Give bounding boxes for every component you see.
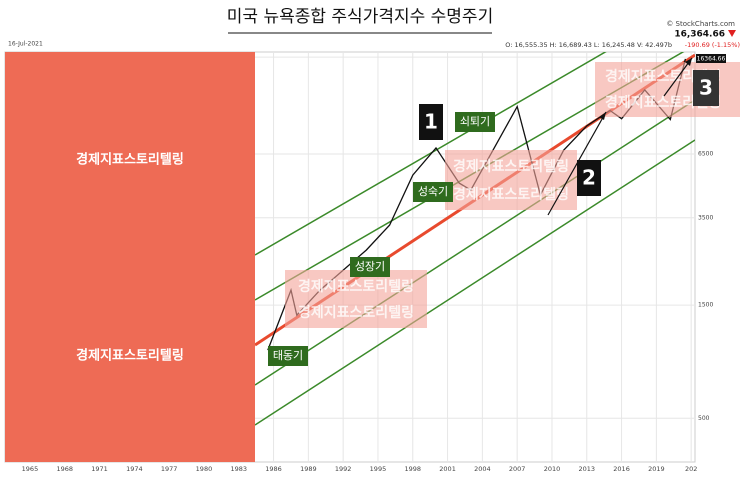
change: -190.69 (-1.15%)	[685, 41, 740, 49]
ohlc: O: 16,555.35 H: 16,689.43 L: 16,245.48 V…	[505, 41, 672, 49]
x-tick-label: 1995	[370, 465, 387, 473]
marker-box	[577, 160, 601, 196]
x-tick-label: 1977	[161, 465, 178, 473]
arrow-head	[599, 112, 606, 120]
x-tick-label: 202	[685, 465, 697, 473]
phase-box	[413, 182, 453, 202]
watermark: 경제지표스토리텔링	[76, 348, 184, 364]
x-tick-label: 2007	[509, 465, 526, 473]
y-tick-label: 500	[698, 415, 710, 422]
y-tick-label: 6500	[698, 151, 713, 158]
phase-box	[350, 257, 390, 277]
x-tick-label: 2001	[439, 465, 456, 473]
phase-box	[455, 112, 495, 132]
watermark: 경제지표스토리텔링	[605, 94, 721, 111]
x-tick-label: 1974	[126, 465, 143, 473]
watermark: 경제지표스토리텔링	[298, 278, 414, 295]
marker: 3	[699, 76, 713, 100]
phase-label: 쇠퇴기	[460, 115, 490, 128]
channel-line	[255, 99, 695, 386]
chart-title: 미국 뉴욕종합 주식가격지수 수명주기	[227, 7, 493, 27]
x-tick-label: 1983	[230, 465, 247, 473]
down-arrow	[728, 30, 736, 37]
y-tick-label: 1500	[698, 302, 713, 309]
source: © StockCharts.com	[666, 20, 735, 28]
price-tag-label: 16364.66	[697, 56, 726, 63]
watermark: 경제지표스토리텔링	[298, 304, 414, 321]
watermark: 경제지표스토리텔링	[453, 158, 569, 175]
x-tick-label: 1968	[56, 465, 73, 473]
phase-label: 성숙기	[418, 185, 448, 198]
x-tick-label: 1989	[300, 465, 317, 473]
watermark: 경제지표스토리텔링	[605, 68, 721, 85]
price-tag	[696, 54, 726, 63]
watermark: 경제지표스토리텔링	[76, 152, 184, 168]
x-tick-label: 1980	[196, 465, 213, 473]
y-tick-label: 3500	[698, 214, 713, 221]
cover-box	[5, 52, 255, 462]
watermark-box	[285, 270, 427, 328]
marker-box	[693, 70, 719, 106]
channel-line	[255, 139, 695, 426]
phase-label: 성장기	[355, 260, 385, 273]
arrow	[663, 57, 693, 97]
marker: 2	[582, 166, 596, 190]
last-price: 16,364.66	[674, 30, 725, 40]
marker: 1	[424, 110, 438, 134]
x-tick-label: 1986	[265, 465, 282, 473]
x-tick-label: 2013	[578, 465, 595, 473]
x-tick-label: 2010	[544, 465, 561, 473]
phase-label: 태동기	[273, 349, 303, 362]
arrow-head	[685, 58, 692, 66]
date: 16-Jul-2021	[8, 41, 43, 48]
x-tick-label: 2004	[474, 465, 491, 473]
x-tick-label: 1992	[335, 465, 352, 473]
x-tick-label: 1971	[91, 465, 108, 473]
x-tick-label: 2016	[613, 465, 630, 473]
watermark-box	[445, 150, 577, 210]
watermark: 경제지표스토리텔링	[453, 186, 569, 203]
marker-box	[419, 104, 443, 140]
x-tick-label: 2019	[648, 465, 665, 473]
phase-box	[268, 346, 308, 366]
x-tick-label: 1998	[404, 465, 421, 473]
x-tick-label: 1965	[22, 465, 39, 473]
